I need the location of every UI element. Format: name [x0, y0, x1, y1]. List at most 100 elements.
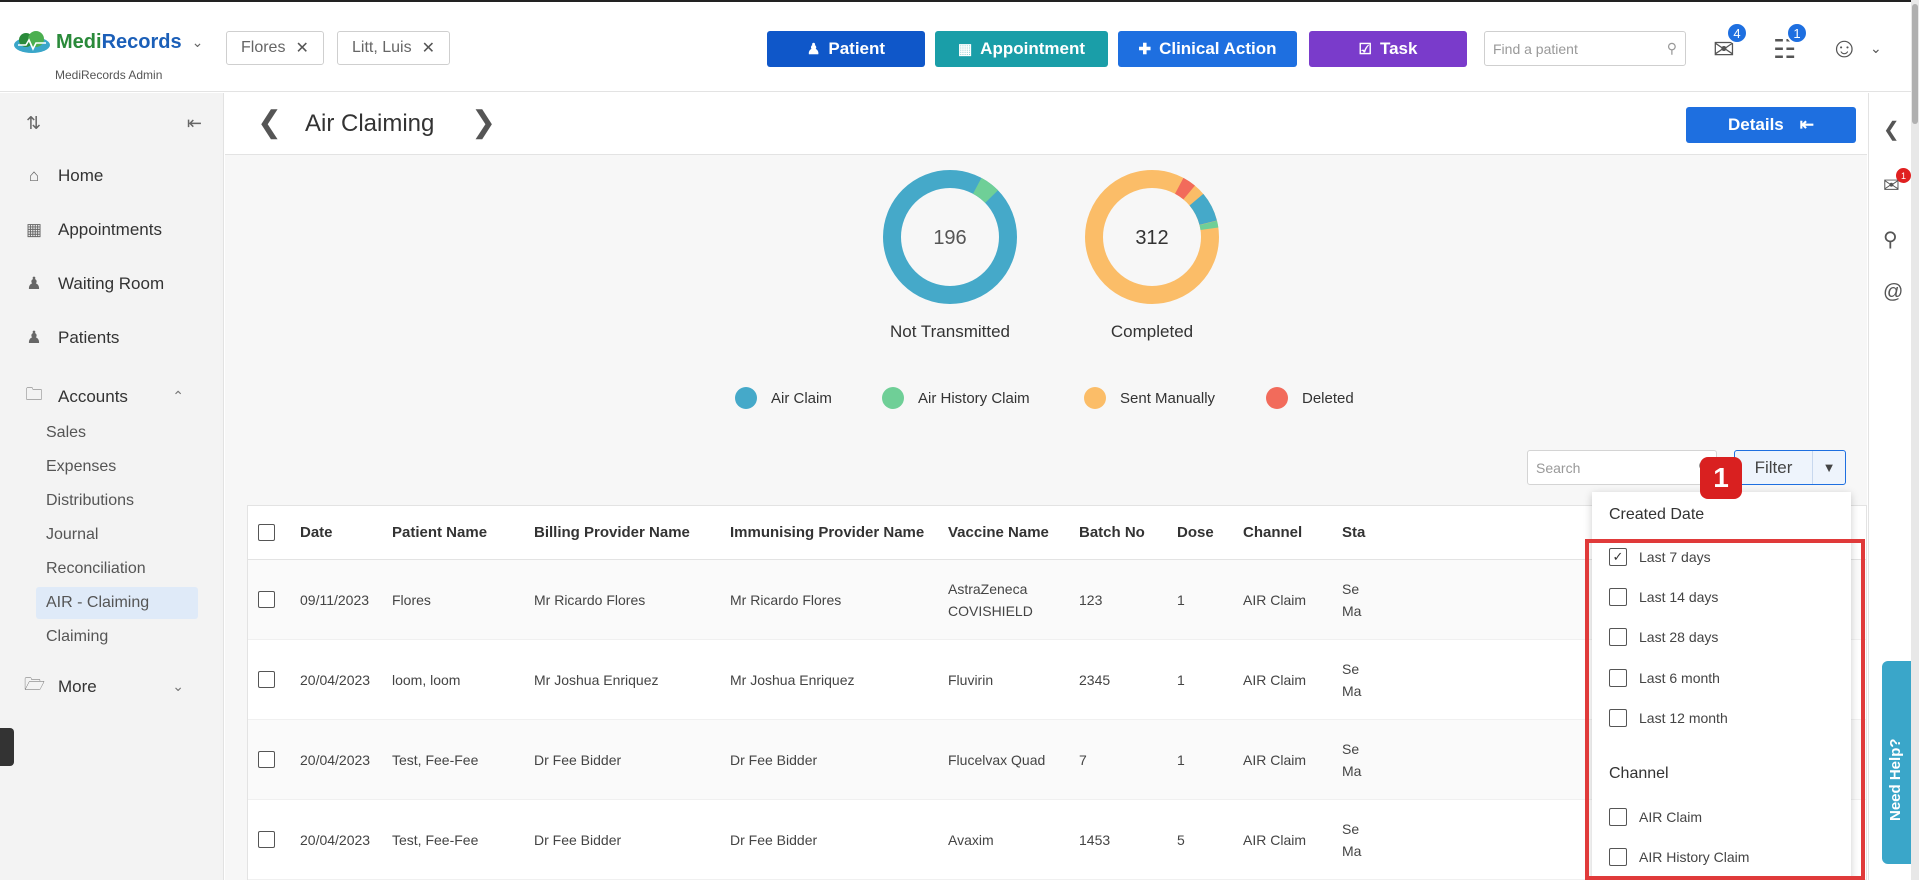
- sidebar-subitem-claiming[interactable]: Claiming: [46, 628, 109, 645]
- legend-dot: [1084, 387, 1106, 409]
- cell-channel: AIR Claim: [1243, 671, 1307, 688]
- filter-option-last-28-days[interactable]: Last 28 days: [1609, 628, 1718, 646]
- filter-option-last-6-month[interactable]: Last 6 month: [1609, 669, 1720, 687]
- legend-dot: [882, 387, 904, 409]
- donut-chart: 312: [1085, 170, 1219, 304]
- select-all-checkbox[interactable]: [258, 524, 275, 541]
- sidebar-item-home[interactable]: ⌂ Home: [24, 166, 104, 186]
- legend-item-deleted[interactable]: Deleted: [1266, 387, 1354, 409]
- open-tab-litt-luis[interactable]: Litt, Luis ✕: [337, 31, 450, 65]
- column-header-vaccine-name[interactable]: Vaccine Name: [948, 523, 1049, 541]
- search-icon[interactable]: ⚲: [1666, 40, 1677, 56]
- column-header-dose[interactable]: Dose: [1177, 523, 1214, 541]
- chevron-down-icon[interactable]: ⌄: [191, 33, 204, 50]
- open-tab-flores[interactable]: Flores ✕: [226, 31, 324, 65]
- chevron-down-icon[interactable]: ⌄: [1870, 40, 1882, 56]
- find-patient-input[interactable]: Find a patient ⚲: [1484, 31, 1686, 66]
- filter-option-last-14-days[interactable]: Last 14 days: [1609, 588, 1718, 606]
- row-checkbox[interactable]: [258, 831, 275, 848]
- column-header-status[interactable]: Sta: [1342, 523, 1366, 541]
- home-icon: ⌂: [28, 166, 40, 185]
- cell-vaccine-name: Flucelvax Quad: [948, 751, 1046, 768]
- cell-immunising-provider: Dr Fee Bidder: [730, 831, 818, 848]
- row-checkbox[interactable]: [258, 591, 275, 608]
- legend-item-air-claim[interactable]: Air Claim: [735, 387, 832, 409]
- mention-icon[interactable]: @: [1883, 281, 1904, 303]
- close-icon[interactable]: ✕: [421, 40, 435, 57]
- sidebar-item-more[interactable]: 🗁 More ⌄: [24, 672, 204, 701]
- sidebar-subitem-distributions[interactable]: Distributions: [46, 492, 135, 509]
- row-checkbox[interactable]: [258, 671, 275, 688]
- column-header-channel[interactable]: Channel: [1243, 523, 1303, 541]
- page-scrollbar[interactable]: [1911, 0, 1919, 880]
- sidebar-item-label: Appointments: [58, 220, 162, 239]
- chevron-down-icon[interactable]: ⌄: [172, 678, 184, 694]
- column-header-patient-name[interactable]: Patient Name: [392, 523, 488, 541]
- back-arrow-icon[interactable]: ❮: [257, 106, 283, 139]
- checkbox[interactable]: [1609, 669, 1627, 687]
- sidebar-subitem-journal[interactable]: Journal: [46, 526, 99, 543]
- completed-donut[interactable]: 312 Completed: [1082, 167, 1222, 342]
- cell-batch-no: 123: [1079, 591, 1103, 608]
- checkbox[interactable]: [1609, 709, 1627, 727]
- details-button[interactable]: Details ⇤: [1686, 107, 1856, 143]
- legend-item-air-history-claim[interactable]: Air History Claim: [882, 387, 1030, 409]
- column-header-billing-provider[interactable]: Billing Provider Name: [534, 523, 690, 541]
- pin-icon[interactable]: ⇅: [26, 113, 42, 133]
- filter-option-last-7-days[interactable]: ✓ Last 7 days: [1609, 548, 1711, 566]
- sidebar-item-label: Patients: [58, 328, 120, 347]
- legend-dot: [1266, 387, 1288, 409]
- user-avatar-icon[interactable]: ☺: [1830, 32, 1859, 63]
- cell-patient-name: Test, Fee-Fee: [392, 831, 479, 848]
- checkbox-checked[interactable]: ✓: [1609, 548, 1627, 566]
- collapse-sidebar-icon[interactable]: ⇤: [186, 113, 202, 133]
- sidebar-item-patients[interactable]: ♟ Patients: [24, 328, 119, 348]
- chevron-down-icon[interactable]: ▼: [1822, 460, 1836, 475]
- not-transmitted-donut[interactable]: 196 Not Transmitted: [880, 167, 1020, 342]
- filter-option-air-history-claim[interactable]: AIR History Claim: [1609, 848, 1749, 866]
- chevron-up-icon[interactable]: ⌃: [172, 388, 184, 404]
- legend-item-sent-manually[interactable]: Sent Manually: [1084, 387, 1215, 409]
- column-header-batch-no[interactable]: Batch No: [1079, 523, 1145, 541]
- search-placeholder: Search: [1536, 459, 1581, 476]
- new-appointment-button[interactable]: ▦ Appointment: [935, 31, 1108, 67]
- checkbox[interactable]: [1609, 848, 1627, 866]
- legend-label: Sent Manually: [1120, 389, 1216, 407]
- pin-icon[interactable]: ⚲: [1883, 229, 1898, 251]
- column-header-date[interactable]: Date: [300, 523, 333, 541]
- sidebar-item-waiting-room[interactable]: ♟ Waiting Room: [24, 274, 164, 294]
- sidebar-subitem-reconciliation[interactable]: Reconciliation: [46, 560, 146, 577]
- row-checkbox[interactable]: [258, 751, 275, 768]
- sidebar-item-accounts[interactable]: 🗀 Accounts ⌃: [24, 382, 204, 411]
- clinical-action-button[interactable]: ✚ Clinical Action: [1118, 31, 1297, 67]
- button-label: Details: [1728, 115, 1784, 134]
- forward-arrow-icon[interactable]: ❯: [471, 106, 497, 139]
- scrollbar-thumb[interactable]: [1912, 4, 1918, 124]
- column-header-immunising-provider[interactable]: Immunising Provider Name: [730, 523, 925, 541]
- sidebar-subitem-air-claiming[interactable]: AIR - Claiming: [36, 587, 198, 619]
- filter-button[interactable]: Filter ▼: [1734, 450, 1846, 485]
- side-drawer-handle[interactable]: [0, 728, 14, 766]
- table-row[interactable]: 20/04/2023 loom, loom Mr Joshua Enriquez…: [248, 640, 1866, 720]
- checkbox[interactable]: [1609, 628, 1627, 646]
- chevron-left-icon[interactable]: ❮: [1883, 119, 1900, 141]
- close-icon[interactable]: ✕: [295, 40, 309, 57]
- sidebar-subitem-expenses[interactable]: Expenses: [46, 458, 117, 475]
- sidebar-item-appointments[interactable]: ▦ Appointments: [24, 220, 162, 240]
- option-label: Last 6 month: [1639, 670, 1720, 686]
- brand-logo[interactable]: MediRecords ⌄: [12, 30, 203, 54]
- new-patient-button[interactable]: ♟ Patient: [767, 31, 925, 67]
- chat-icon[interactable]: ✉: [1883, 175, 1900, 197]
- brand-name: MediRecords: [56, 30, 182, 53]
- filter-option-air-claim[interactable]: AIR Claim: [1609, 808, 1702, 826]
- table-search-input[interactable]: Search ⚲: [1527, 450, 1717, 485]
- donut-label: Not Transmitted: [890, 322, 1010, 341]
- cell-billing-provider: Mr Ricardo Flores: [534, 591, 646, 608]
- checkbox[interactable]: [1609, 808, 1627, 826]
- add-user-icon: ♟: [806, 41, 821, 58]
- checkbox[interactable]: [1609, 588, 1627, 606]
- sidebar-subitem-sales[interactable]: Sales: [46, 424, 87, 441]
- filter-option-last-12-month[interactable]: Last 12 month: [1609, 709, 1728, 727]
- folder-icon: 🗀: [25, 385, 43, 404]
- new-task-button[interactable]: ☑ Task: [1309, 31, 1467, 67]
